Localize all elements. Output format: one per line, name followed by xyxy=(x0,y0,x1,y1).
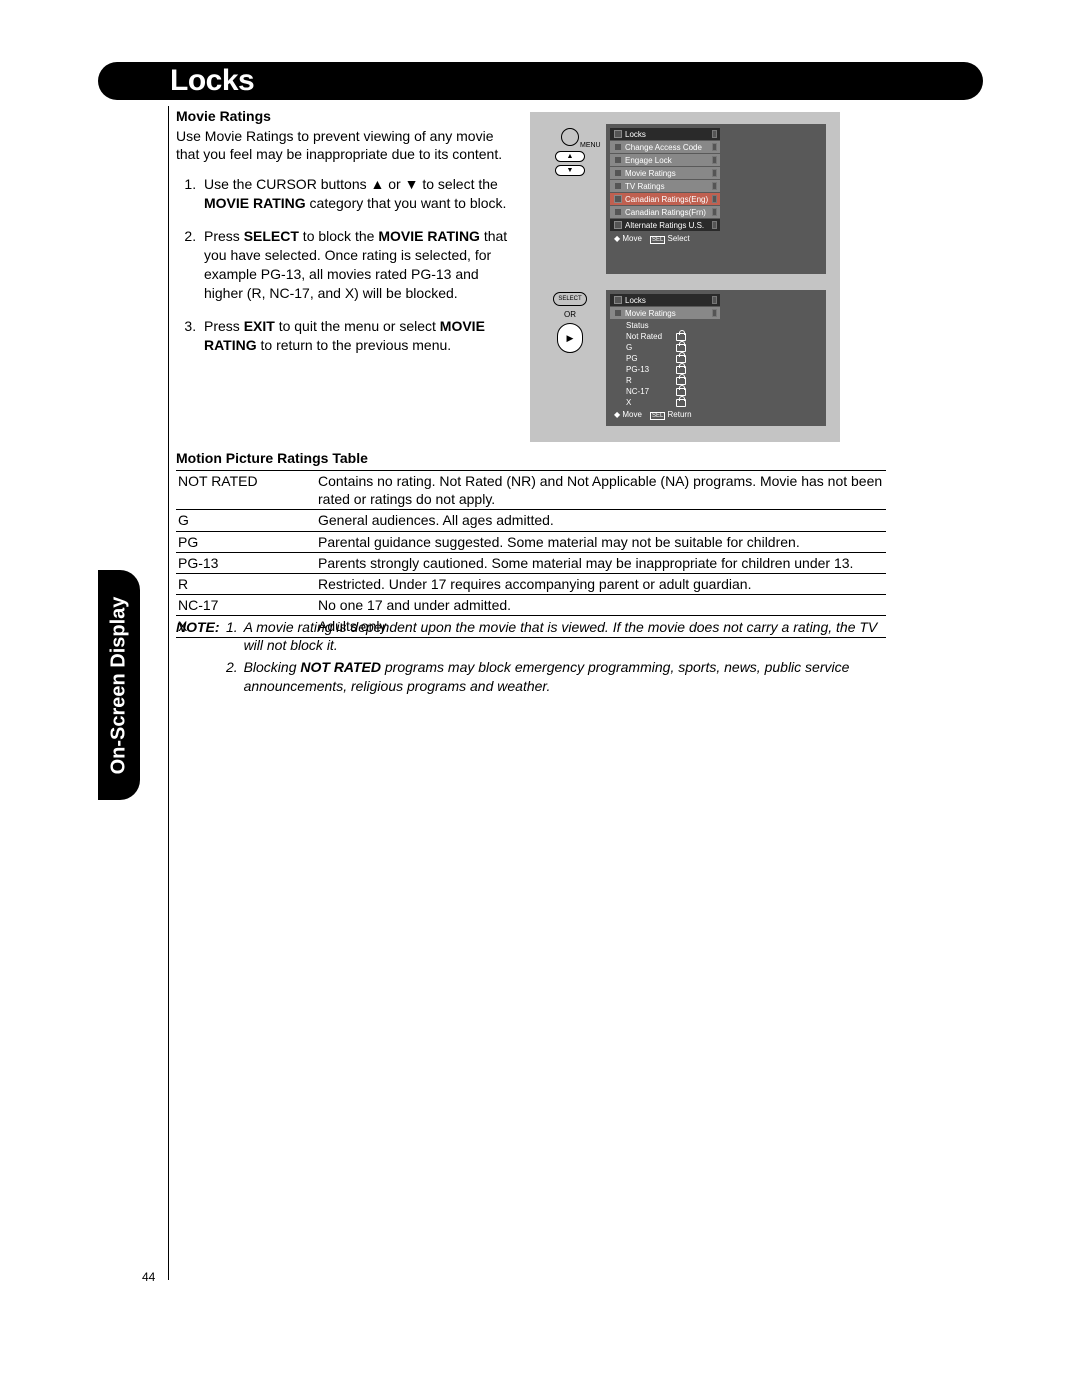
step-item: Use the CURSOR buttons ▲ or ▼ to select … xyxy=(200,175,516,213)
table-row: PG-13Parents strongly cautioned. Some ma… xyxy=(176,552,886,573)
table-row: RRestricted. Under 17 requires accompany… xyxy=(176,573,886,594)
rating-row: PG xyxy=(610,353,720,364)
step-item: Press SELECT to block the MOVIE RATING t… xyxy=(200,227,516,303)
side-tab: On-Screen Display xyxy=(98,570,140,800)
vertical-rule xyxy=(168,106,169,1280)
rating-row: PG-13 xyxy=(610,364,720,375)
up-arrow-icon: ▲ xyxy=(555,151,585,162)
down-arrow-icon: ▼ xyxy=(555,165,585,176)
osd-menu-row: TV Ratings xyxy=(610,180,720,192)
lock-icon xyxy=(676,399,686,407)
osd-menu-row: Alternate Ratings U.S. xyxy=(610,219,720,231)
note-label: NOTE: xyxy=(176,619,220,635)
table-cell: NOT RATED xyxy=(176,471,316,510)
rating-row: X xyxy=(610,397,720,408)
table-cell: No one 17 and under admitted. xyxy=(316,595,886,616)
table-row: GGeneral audiences. All ages admitted. xyxy=(176,510,886,531)
rating-row: NC-17 xyxy=(610,386,720,397)
header-title: Locks xyxy=(170,64,254,98)
table-cell: General audiences. All ages admitted. xyxy=(316,510,886,531)
rating-row: R xyxy=(610,375,720,386)
osd-menu-row: Movie Ratings xyxy=(610,307,720,319)
page-number: 44 xyxy=(142,1270,155,1284)
table-row: NC-17No one 17 and under admitted. xyxy=(176,595,886,616)
osd-menu-row: Locks xyxy=(610,294,720,306)
table-cell: Parental guidance suggested. Some materi… xyxy=(316,531,886,552)
table-cell: Restricted. Under 17 requires accompanyi… xyxy=(316,573,886,594)
osd-menu-1: LocksChange Access CodeEngage LockMovie … xyxy=(606,124,826,274)
osd-footer: ◆ MoveSEL Select xyxy=(610,232,720,245)
osd-menu-row: Engage Lock xyxy=(610,154,720,166)
osd-menu-row: Locks xyxy=(610,128,720,140)
rating-row: G xyxy=(610,342,720,353)
or-label: OR xyxy=(544,310,596,319)
menu-button-icon xyxy=(561,128,579,146)
lock-icon xyxy=(676,377,686,385)
page-header: Locks xyxy=(98,62,983,100)
osd1-stack: LocksChange Access CodeEngage LockMovie … xyxy=(610,128,720,245)
lock-icon xyxy=(676,388,686,396)
steps-list: Use the CURSOR buttons ▲ or ▼ to select … xyxy=(176,175,516,354)
section-intro: Use Movie Ratings to prevent viewing of … xyxy=(176,127,516,163)
menu-button-label: MENU xyxy=(580,142,601,149)
osd-menu-2: LocksMovie RatingsStatusNot RatedGPGPG-1… xyxy=(606,290,826,426)
osd-menu-row: Canadian Ratings(Eng) xyxy=(610,193,720,205)
table-cell: NC-17 xyxy=(176,595,316,616)
table-cell: Contains no rating. Not Rated (NR) and N… xyxy=(316,471,886,510)
status-row: Status xyxy=(610,320,720,331)
note-block: NOTE: A movie rating is dependent upon t… xyxy=(176,618,886,699)
remote-select: SELECT OR ▶ xyxy=(544,292,596,353)
figures-panel: MENU ▲ ▼ LocksChange Access CodeEngage L… xyxy=(530,112,840,442)
ratings-table: NOT RATEDContains no rating. Not Rated (… xyxy=(176,470,886,638)
table-cell: Parents strongly cautioned. Some materia… xyxy=(316,552,886,573)
side-tab-label: On-Screen Display xyxy=(108,596,131,774)
lock-icon xyxy=(676,344,686,352)
osd-menu-row: Change Access Code xyxy=(610,141,720,153)
osd2-stack: LocksMovie RatingsStatusNot RatedGPGPG-1… xyxy=(610,294,720,421)
osd-menu-row: Movie Ratings xyxy=(610,167,720,179)
lock-icon xyxy=(676,333,686,341)
remote-menu: MENU ▲ ▼ xyxy=(544,128,596,179)
note-list: A movie rating is dependent upon the mov… xyxy=(234,618,886,699)
rating-row: Not Rated xyxy=(610,331,720,342)
table-row: PGParental guidance suggested. Some mate… xyxy=(176,531,886,552)
table-cell: PG xyxy=(176,531,316,552)
table-row: NOT RATEDContains no rating. Not Rated (… xyxy=(176,471,886,510)
table-cell: R xyxy=(176,573,316,594)
select-button: SELECT xyxy=(553,292,587,306)
lock-icon xyxy=(676,366,686,374)
osd-menu-row: Canadian Ratings(Frn) xyxy=(610,206,720,218)
note-item: A movie rating is dependent upon the mov… xyxy=(242,618,886,654)
table-cell: G xyxy=(176,510,316,531)
ratings-table-section: Motion Picture Ratings Table NOT RATEDCo… xyxy=(176,450,886,638)
note-item: Blocking NOT RATED programs may block em… xyxy=(242,658,886,694)
osd-footer: ◆ MoveSEL Return xyxy=(610,408,720,421)
table-cell: PG-13 xyxy=(176,552,316,573)
step-item: Press EXIT to quit the menu or select MO… xyxy=(200,317,516,355)
dpad-icon: ▶ xyxy=(557,323,583,353)
lock-icon xyxy=(676,355,686,363)
table-title: Motion Picture Ratings Table xyxy=(176,450,886,466)
